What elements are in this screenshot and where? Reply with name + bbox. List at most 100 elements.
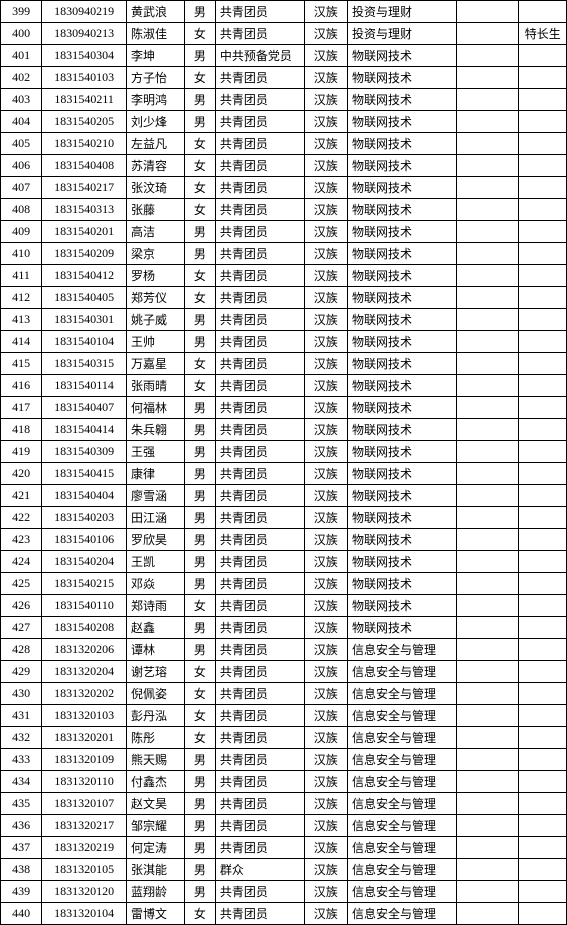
cell-idx: 433	[1, 749, 42, 771]
cell-name: 谭林	[127, 639, 185, 661]
cell-id: 1831540415	[42, 463, 127, 485]
cell-note	[519, 287, 567, 309]
cell-gender: 男	[184, 397, 215, 419]
cell-idx: 435	[1, 793, 42, 815]
cell-blank	[457, 551, 519, 573]
cell-idx: 404	[1, 111, 42, 133]
cell-name: 张淇能	[127, 859, 185, 881]
cell-name: 田江涵	[127, 507, 185, 529]
cell-note	[519, 265, 567, 287]
cell-name: 高洁	[127, 221, 185, 243]
table-row: 4021831540103方子怡女共青团员汉族物联网技术	[1, 67, 567, 89]
cell-idx: 400	[1, 23, 42, 45]
cell-id: 1831540209	[42, 243, 127, 265]
cell-ethnicity: 汉族	[304, 287, 347, 309]
cell-gender: 男	[184, 507, 215, 529]
table-row: 4201831540415康律男共青团员汉族物联网技术	[1, 463, 567, 485]
cell-gender: 男	[184, 243, 215, 265]
table-row: 4381831320105张淇能男群众汉族信息安全与管理	[1, 859, 567, 881]
table-row: 4261831540110郑诗雨女共青团员汉族物联网技术	[1, 595, 567, 617]
cell-major: 信息安全与管理	[348, 661, 457, 683]
cell-blank	[457, 221, 519, 243]
cell-blank	[457, 397, 519, 419]
cell-major: 信息安全与管理	[348, 727, 457, 749]
table-row: 4221831540203田江涵男共青团员汉族物联网技术	[1, 507, 567, 529]
cell-major: 物联网技术	[348, 89, 457, 111]
cell-ethnicity: 汉族	[304, 375, 347, 397]
cell-gender: 男	[184, 529, 215, 551]
table-row: 4151831540315万嘉星女共青团员汉族物联网技术	[1, 353, 567, 375]
cell-political: 共青团员	[215, 903, 304, 925]
table-row: 4241831540204王凯男共青团员汉族物联网技术	[1, 551, 567, 573]
cell-political: 共青团员	[215, 23, 304, 45]
cell-gender: 男	[184, 309, 215, 331]
table-row: 4191831540309王强男共青团员汉族物联网技术	[1, 441, 567, 463]
cell-blank	[457, 705, 519, 727]
table-row: 4281831320206谭林男共青团员汉族信息安全与管理	[1, 639, 567, 661]
cell-political: 共青团员	[215, 309, 304, 331]
cell-major: 物联网技术	[348, 67, 457, 89]
cell-gender: 女	[184, 683, 215, 705]
cell-ethnicity: 汉族	[304, 463, 347, 485]
cell-political: 中共预备党员	[215, 45, 304, 67]
cell-major: 物联网技术	[348, 199, 457, 221]
cell-major: 信息安全与管理	[348, 705, 457, 727]
table-row: 4291831320204谢艺瑢女共青团员汉族信息安全与管理	[1, 661, 567, 683]
cell-blank	[457, 793, 519, 815]
cell-blank	[457, 353, 519, 375]
table-row: 4331831320109熊天赐男共青团员汉族信息安全与管理	[1, 749, 567, 771]
cell-gender: 女	[184, 727, 215, 749]
cell-idx: 415	[1, 353, 42, 375]
cell-blank	[457, 375, 519, 397]
cell-political: 共青团员	[215, 133, 304, 155]
cell-political: 共青团员	[215, 529, 304, 551]
cell-note	[519, 441, 567, 463]
cell-name: 赵文昊	[127, 793, 185, 815]
cell-id: 1831320120	[42, 881, 127, 903]
cell-id: 1831540205	[42, 111, 127, 133]
cell-political: 共青团员	[215, 485, 304, 507]
cell-major: 物联网技术	[348, 155, 457, 177]
cell-major: 物联网技术	[348, 419, 457, 441]
cell-political: 共青团员	[215, 221, 304, 243]
cell-ethnicity: 汉族	[304, 1, 347, 23]
cell-name: 王帅	[127, 331, 185, 353]
cell-gender: 男	[184, 89, 215, 111]
cell-note	[519, 199, 567, 221]
cell-idx: 425	[1, 573, 42, 595]
table-row: 4041831540205刘少烽男共青团员汉族物联网技术	[1, 111, 567, 133]
cell-id: 1831320107	[42, 793, 127, 815]
cell-gender: 男	[184, 639, 215, 661]
cell-blank	[457, 683, 519, 705]
cell-blank	[457, 639, 519, 661]
table-row: 4211831540404廖雪涵男共青团员汉族物联网技术	[1, 485, 567, 507]
cell-blank	[457, 441, 519, 463]
cell-ethnicity: 汉族	[304, 881, 347, 903]
cell-ethnicity: 汉族	[304, 441, 347, 463]
cell-blank	[457, 749, 519, 771]
cell-political: 共青团员	[215, 551, 304, 573]
cell-major: 物联网技术	[348, 331, 457, 353]
cell-note	[519, 133, 567, 155]
cell-major: 物联网技术	[348, 617, 457, 639]
cell-idx: 403	[1, 89, 42, 111]
cell-political: 共青团员	[215, 705, 304, 727]
cell-id: 1831540414	[42, 419, 127, 441]
cell-name: 彭丹泓	[127, 705, 185, 727]
table-row: 4051831540210左益凡女共青团员汉族物联网技术	[1, 133, 567, 155]
cell-id: 1831540407	[42, 397, 127, 419]
cell-major: 投资与理财	[348, 1, 457, 23]
cell-name: 蓝翔龄	[127, 881, 185, 903]
cell-name: 万嘉星	[127, 353, 185, 375]
cell-major: 物联网技术	[348, 529, 457, 551]
cell-major: 信息安全与管理	[348, 815, 457, 837]
cell-political: 共青团员	[215, 683, 304, 705]
cell-ethnicity: 汉族	[304, 155, 347, 177]
cell-id: 1831320109	[42, 749, 127, 771]
cell-id: 1831540201	[42, 221, 127, 243]
cell-idx: 430	[1, 683, 42, 705]
cell-id: 1831540315	[42, 353, 127, 375]
table-row: 4371831320219何定涛男共青团员汉族信息安全与管理	[1, 837, 567, 859]
cell-political: 共青团员	[215, 727, 304, 749]
cell-idx: 411	[1, 265, 42, 287]
